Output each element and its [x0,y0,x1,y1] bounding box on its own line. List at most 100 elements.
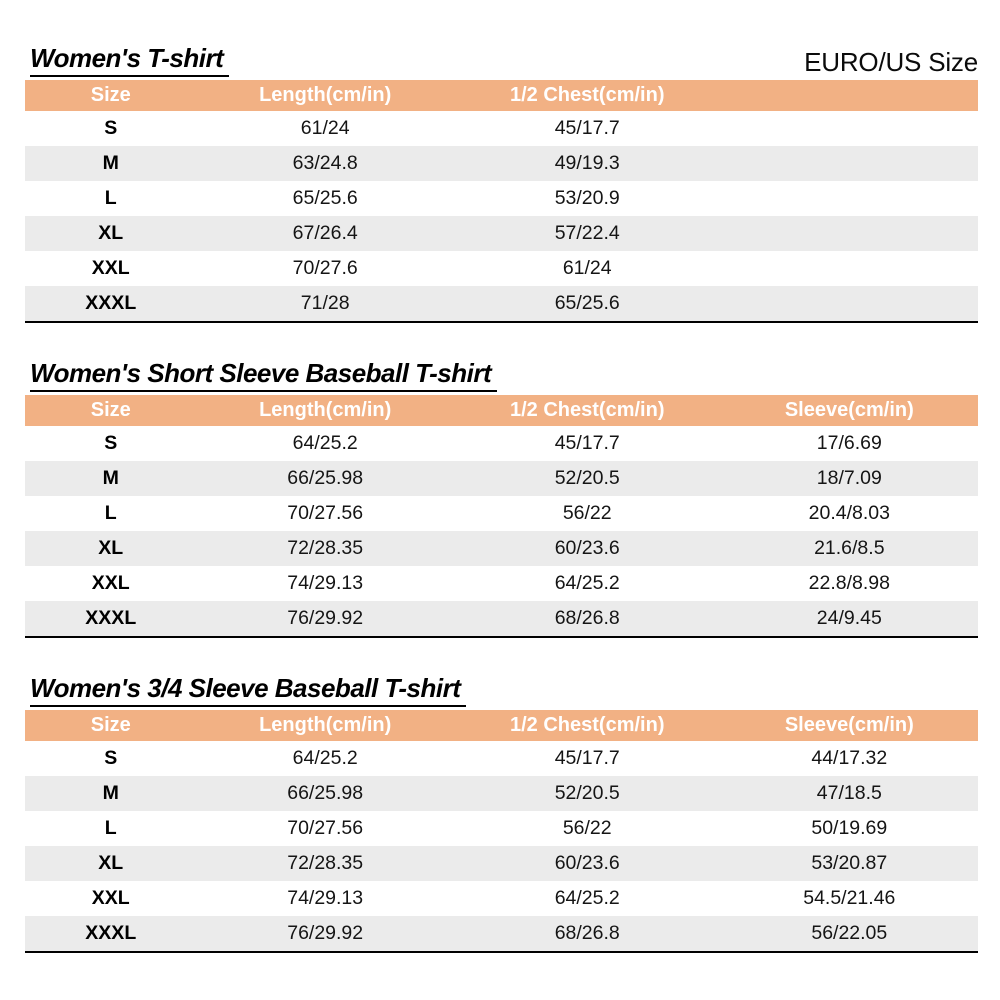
table-title-womens-tshirt: Women's T-shirt [30,43,230,77]
measurement-cell: 17/6.69 [816,431,882,454]
table-row: XXXL 71/28 65/25.6 [25,285,978,321]
table-row: S 61/24 45/17.7 [25,110,978,146]
table-row: S 64/25.2 45/17.7 44/17.32 [25,740,978,776]
table-row: XL 72/28.35 60/23.6 53/20.87 [25,845,978,881]
size-cell: XXXL [85,921,137,944]
column-header: Length(cm/in) [259,398,392,421]
table-header-row: Size Length(cm/in) 1/2 Chest(cm/in) Sleeve(… [25,709,978,741]
measurement-cell: 64/25.2 [292,431,358,454]
measurement-cell: 52/20.5 [554,781,620,804]
section-short-sleeve-baseball: Women's Short Sleeve Baseball T-shirt Si… [25,358,978,638]
table-row: XXXL 76/29.92 68/26.8 56/22.05 [25,915,978,951]
measurement-cell: 22.8/8.98 [808,571,890,594]
size-standard-label: EURO/US Size [804,47,978,78]
measurement-cell: 45/17.7 [554,116,620,139]
measurement-cell: 72/28.35 [287,536,364,559]
size-table-womens-tshirt: Size Length(cm/in) 1/2 Chest(cm/in) S 61/24 4… [25,79,978,323]
measurement-cell: 44/17.32 [811,746,888,769]
size-cell: M [102,781,119,804]
size-cell: L [104,501,117,524]
measurement-cell: 57/22.4 [554,221,620,244]
column-header: 1/2 Chest(cm/in) [510,398,665,421]
table-header-row: Size Length(cm/in) 1/2 Chest(cm/in) Sleeve(… [25,394,978,426]
table-title-short-sleeve-baseball: Women's Short Sleeve Baseball T-shirt [30,358,498,392]
column-header: 1/2 Chest(cm/in) [510,83,665,106]
column-header: Sleeve(cm/in) [784,398,914,421]
measurement-cell: 76/29.92 [287,606,364,629]
size-cell: XXXL [85,606,137,629]
title-row-2: Women's Short Sleeve Baseball T-shirt [25,358,978,392]
measurement-cell: 56/22 [562,816,612,839]
size-table-three-quarter-sleeve-baseball: Size Length(cm/in) 1/2 Chest(cm/in) Sleeve(… [25,709,978,953]
measurement-cell: 65/25.6 [292,186,358,209]
measurement-cell: 70/27.6 [292,256,358,279]
table-row: M 66/25.98 52/20.5 18/7.09 [25,460,978,496]
size-cell: M [102,151,119,174]
title-row-1: Women's T-shirt EURO/US Size [25,43,978,78]
measurement-cell: 72/28.35 [287,851,364,874]
measurement-cell: 24/9.45 [816,606,882,629]
measurement-cell: 54.5/21.46 [803,886,896,909]
size-cell: S [104,116,118,139]
measurement-cell: 70/27.56 [287,816,364,839]
measurement-cell: 52/20.5 [554,466,620,489]
measurement-cell: 21.6/8.5 [814,536,885,559]
size-cell: S [104,431,118,454]
table-row: L 65/25.6 53/20.9 [25,180,978,216]
measurement-cell: 45/17.7 [554,746,620,769]
table-body: S 64/25.2 45/17.7 44/17.32 M 66/25.98 52/20.5 4… [25,740,978,951]
size-cell: XXL [91,571,130,594]
measurement-cell: 53/20.87 [811,851,888,874]
measurement-cell: 60/23.6 [554,851,620,874]
measurement-cell: 53/20.9 [554,186,620,209]
section-three-quarter-sleeve-baseball: Women's 3/4 Sleeve Baseball T-shirt Size… [25,673,978,953]
measurement-cell: 56/22 [562,501,612,524]
measurement-cell: 68/26.8 [554,921,620,944]
measurement-cell: 50/19.69 [811,816,888,839]
measurement-cell: 66/25.98 [287,781,364,804]
size-cell: XXXL [85,291,137,314]
column-header: Length(cm/in) [259,83,392,106]
table-row: XL 67/26.4 57/22.4 [25,215,978,251]
measurement-cell: 61/24 [300,116,350,139]
measurement-cell: 18/7.09 [816,466,882,489]
table-row: M 66/25.98 52/20.5 47/18.5 [25,775,978,811]
size-cell: XXL [91,886,130,909]
measurement-cell: 56/22.05 [811,921,888,944]
table-header-row: Size Length(cm/in) 1/2 Chest(cm/in) [25,79,978,111]
measurement-cell: 45/17.7 [554,431,620,454]
column-header: 1/2 Chest(cm/in) [510,713,665,736]
measurement-cell: 20.4/8.03 [808,501,890,524]
measurement-cell: 67/26.4 [292,221,358,244]
table-row: XXXL 76/29.92 68/26.8 24/9.45 [25,600,978,636]
table-row: XXL 74/29.13 64/25.2 22.8/8.98 [25,565,978,601]
size-table-short-sleeve-baseball: Size Length(cm/in) 1/2 Chest(cm/in) Sleeve(… [25,394,978,638]
measurement-cell: 64/25.2 [554,571,620,594]
table-body: S 61/24 45/17.7 M 63/24.8 49/19.3 L 65/25.6 53/2… [25,110,978,321]
measurement-cell: 63/24.8 [292,151,358,174]
table-row: XXL 74/29.13 64/25.2 54.5/21.46 [25,880,978,916]
table-row: L 70/27.56 56/22 20.4/8.03 [25,495,978,531]
measurement-cell: 66/25.98 [287,466,364,489]
measurement-cell: 49/19.3 [554,151,620,174]
table-row: XXL 70/27.6 61/24 [25,250,978,286]
size-cell: XXL [91,256,130,279]
measurement-cell: 61/24 [562,256,612,279]
measurement-cell: 71/28 [300,291,350,314]
size-cell: XL [98,851,124,874]
column-header: Length(cm/in) [259,713,392,736]
size-cell: L [104,816,117,839]
size-cell: L [104,186,117,209]
column-header: Size [90,713,131,736]
column-header: Size [90,83,131,106]
column-header: Size [90,398,131,421]
measurement-cell: 47/18.5 [816,781,882,804]
measurement-cell: 68/26.8 [554,606,620,629]
measurement-cell: 76/29.92 [287,921,364,944]
measurement-cell: 64/25.2 [292,746,358,769]
table-title-three-quarter-sleeve-baseball: Women's 3/4 Sleeve Baseball T-shirt [30,673,467,707]
title-row-3: Women's 3/4 Sleeve Baseball T-shirt [25,673,978,707]
column-header: Sleeve(cm/in) [784,713,914,736]
measurement-cell: 70/27.56 [287,501,364,524]
